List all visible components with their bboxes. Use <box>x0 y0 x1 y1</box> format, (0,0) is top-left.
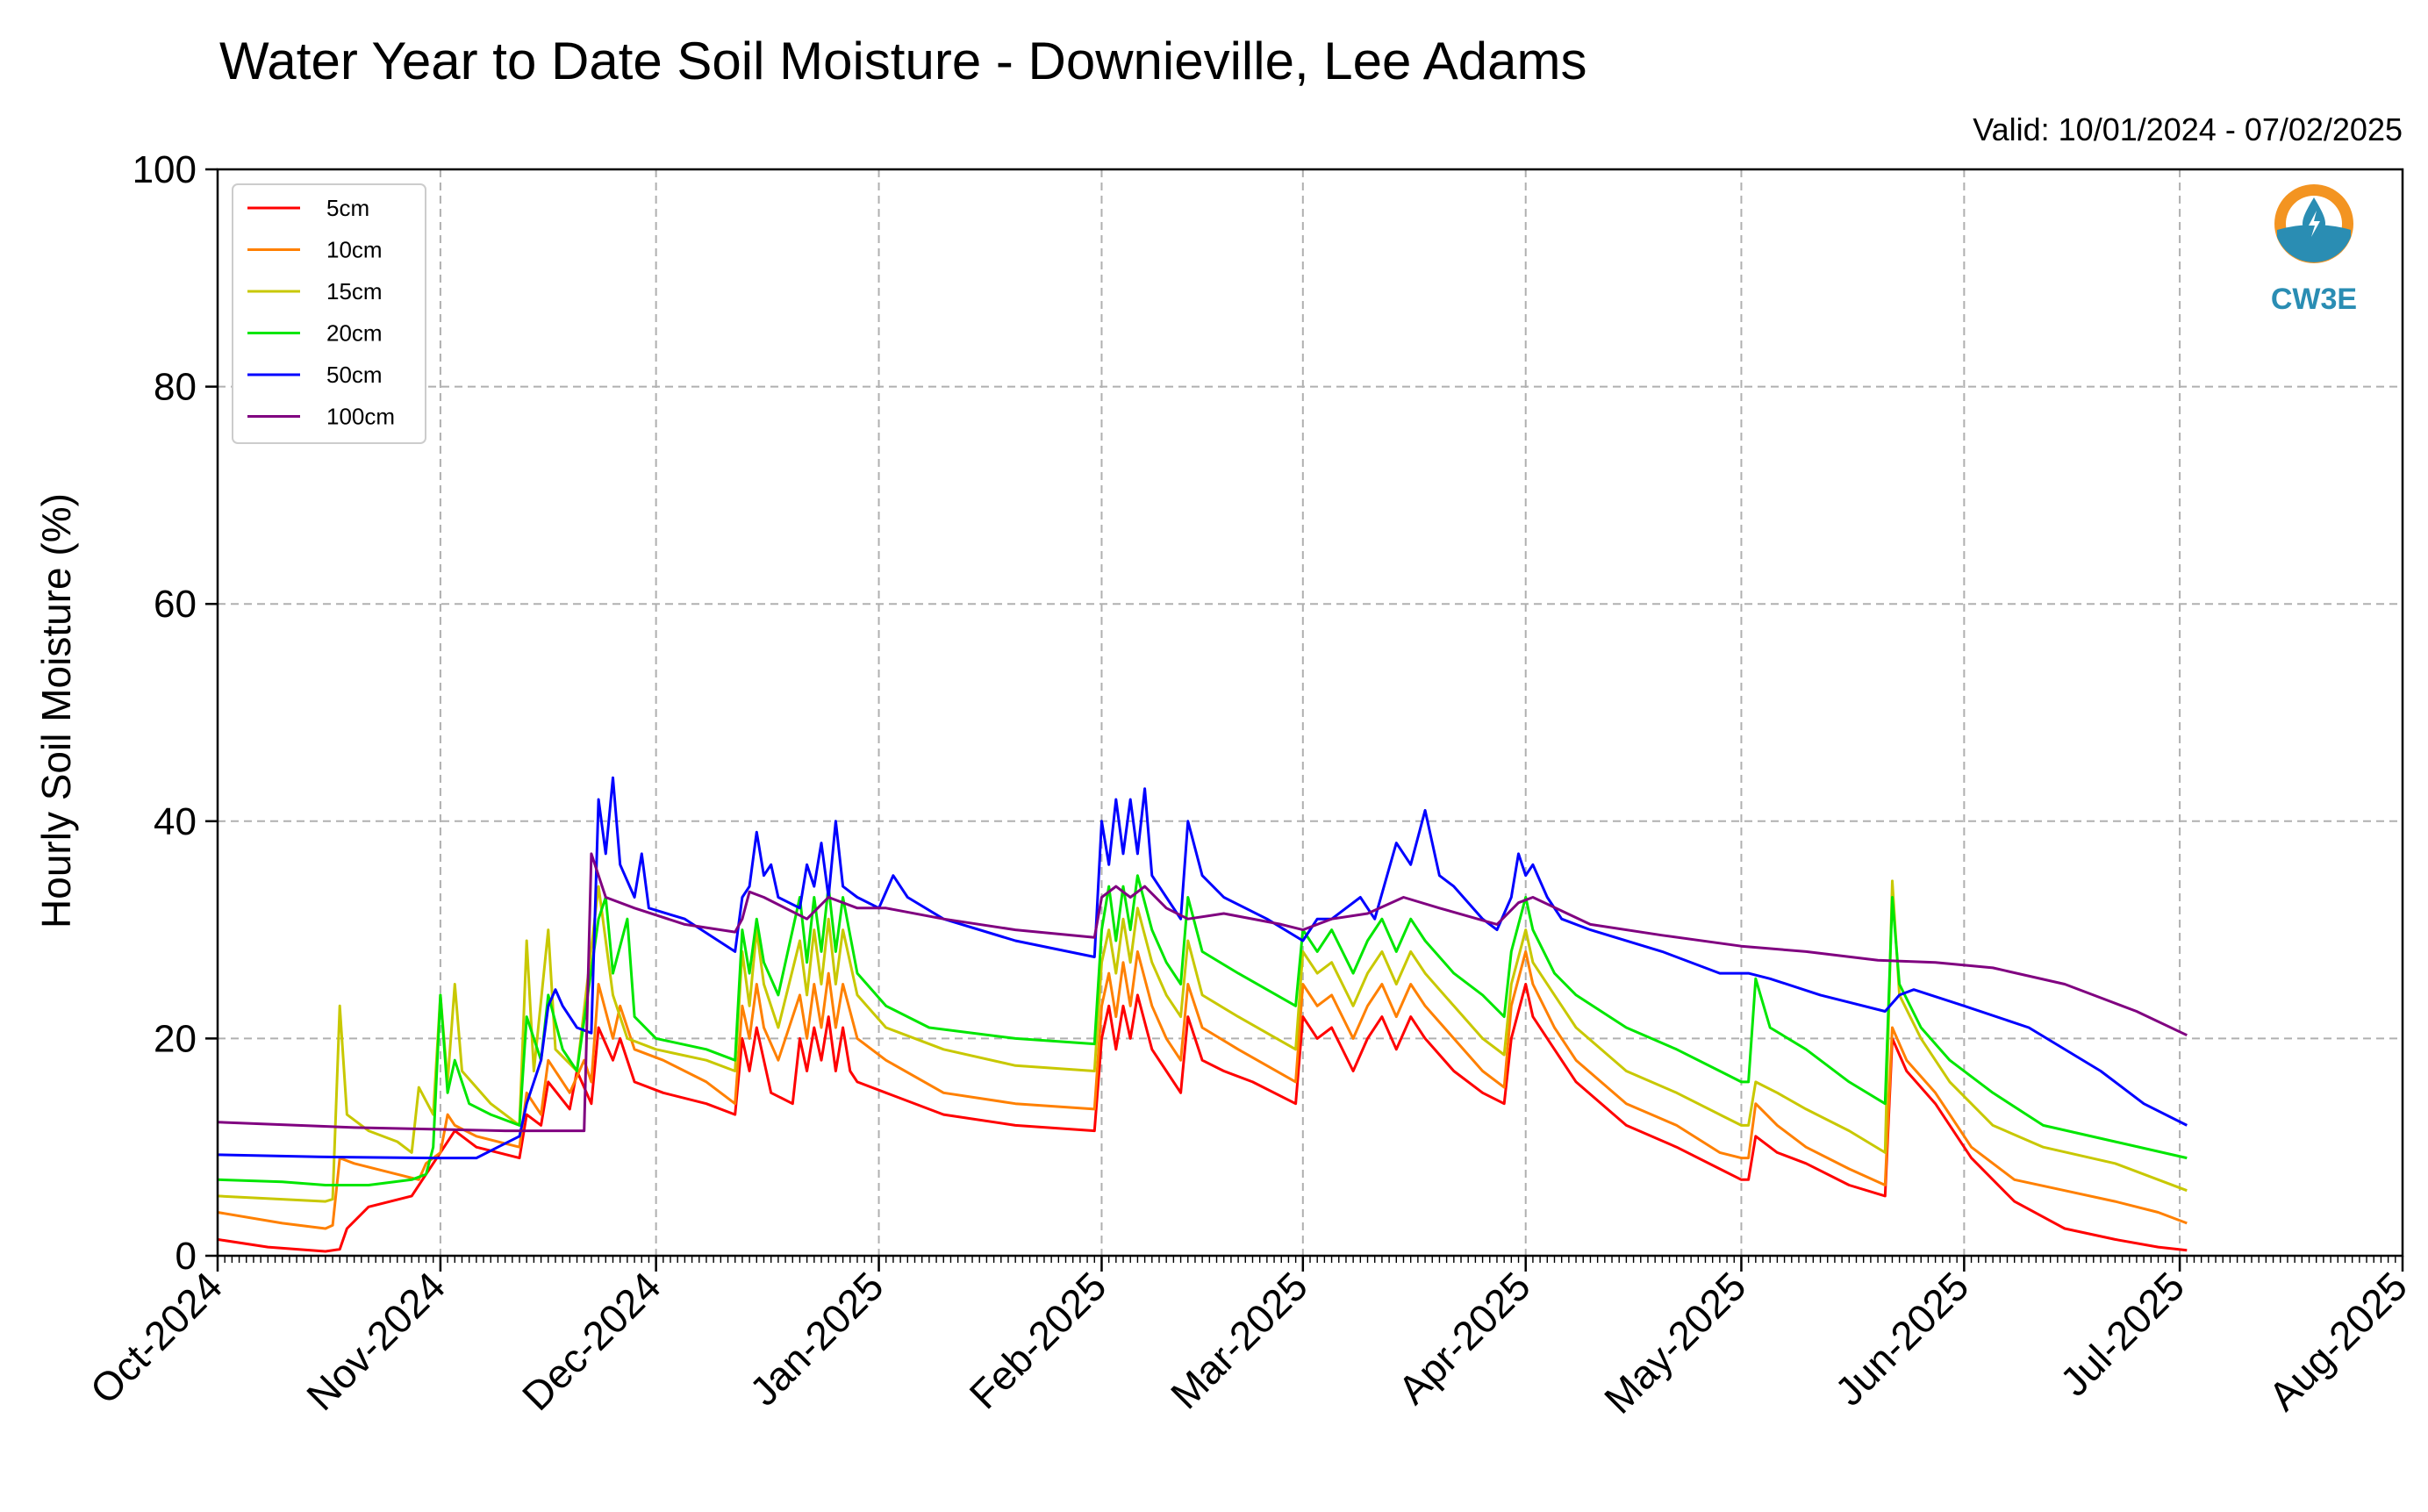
y-tick-label: 80 <box>154 366 197 409</box>
chart-subtitle: Valid: 10/01/2024 - 07/02/2025 <box>1973 111 2403 147</box>
chart-title: Water Year to Date Soil Moisture - Downi… <box>219 32 1587 90</box>
y-tick-label: 100 <box>133 148 197 191</box>
legend-label-5cm: 5cm <box>326 195 369 221</box>
logo-water-icon <box>2277 225 2351 262</box>
series-line-50cm <box>217 776 2188 1160</box>
y-axis-label: Hourly Soil Moisture (%) <box>33 493 79 928</box>
legend-label-10cm: 10cm <box>326 237 383 263</box>
y-tick-label: 0 <box>175 1235 197 1278</box>
y-tick-label: 40 <box>154 800 197 843</box>
series-line-15cm <box>217 879 2188 1203</box>
y-tick-label: 20 <box>154 1017 197 1060</box>
legend-label-20cm: 20cm <box>326 320 383 347</box>
grid-lines <box>218 169 2403 1256</box>
legend-label-15cm: 15cm <box>326 278 383 305</box>
series-line-20cm <box>217 874 2188 1186</box>
series-lines <box>217 776 2188 1253</box>
y-tick-label: 60 <box>154 583 197 626</box>
legend-label-100cm: 100cm <box>326 404 395 430</box>
legend-label-50cm: 50cm <box>326 362 383 388</box>
series-line-100cm <box>217 852 2188 1133</box>
legend: 5cm 10cm 15cm 20cm 50cm 100cm <box>232 183 426 444</box>
series-line-10cm <box>217 949 2188 1230</box>
logo-bolt-icon <box>2309 211 2320 237</box>
cw3e-logo: CW3E <box>2271 184 2357 316</box>
logo-text: CW3E <box>2271 283 2357 316</box>
series-line-5cm <box>217 983 2188 1253</box>
